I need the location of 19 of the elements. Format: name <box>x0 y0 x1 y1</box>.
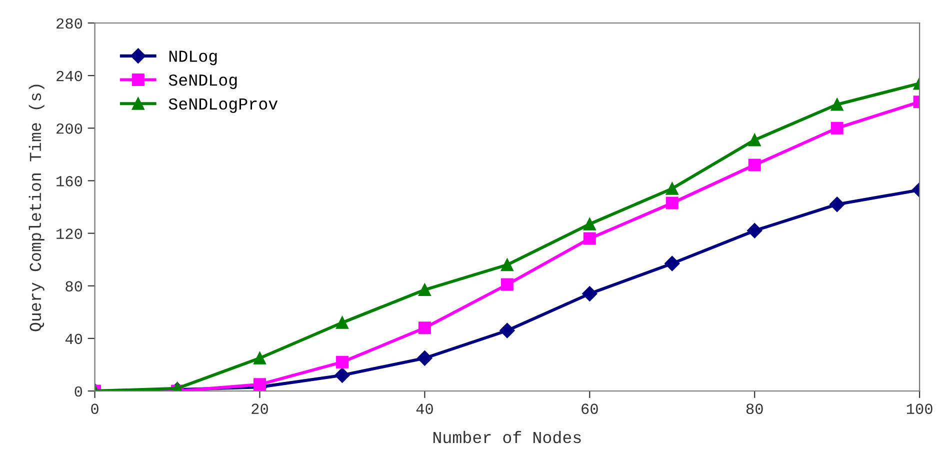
legend-label: SeNDLogProv <box>168 98 278 113</box>
y-tick-label: 160 <box>56 176 82 186</box>
y-tick-label: 280 <box>56 18 82 29</box>
y-axis-title: Query Completion Time (s) <box>28 84 44 332</box>
x-tick-label: 40 <box>416 404 433 414</box>
x-tick-label: 100 <box>906 404 932 414</box>
y-tick-label: 80 <box>66 281 82 292</box>
x-tick-label: 60 <box>582 404 598 414</box>
legend-label: SeNDLog <box>168 74 237 90</box>
y-tick-label: 240 <box>56 70 82 82</box>
x-tick-label: 20 <box>252 404 268 414</box>
x-tick-label: 0 <box>91 404 98 414</box>
x-tick-label: 80 <box>746 404 763 414</box>
legend-label: NDLog <box>169 50 217 66</box>
y-tick-label: 40 <box>65 334 82 344</box>
y-tick-label: 200 <box>56 123 82 134</box>
y-tick-label: 0 <box>74 386 82 397</box>
y-tick-label: 120 <box>56 228 82 239</box>
x-axis-title: Number of Nodes <box>433 430 581 444</box>
